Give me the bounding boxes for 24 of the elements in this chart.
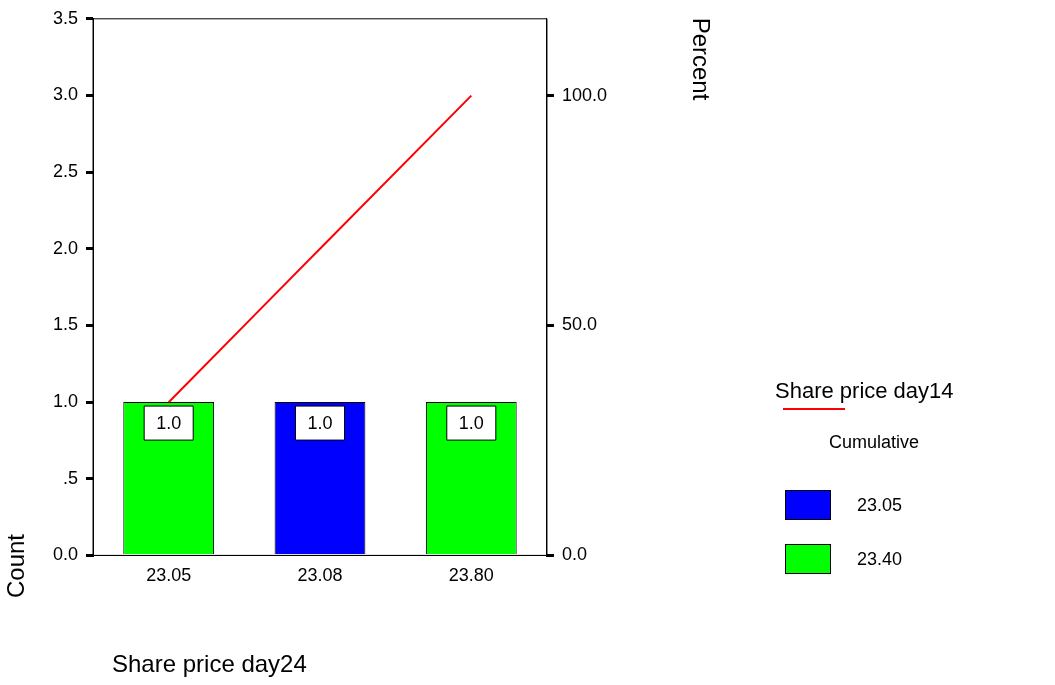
data-label: 1.0 bbox=[156, 413, 182, 434]
x-tick-label: 23.08 bbox=[297, 565, 343, 586]
y-tick-label: 2.5 bbox=[52, 161, 79, 182]
y2-tick-label: 100.0 bbox=[561, 84, 607, 105]
x-tick-label: 23.05 bbox=[146, 565, 192, 586]
legend-label: 23.40 bbox=[857, 548, 903, 570]
y2-tick-label: 50.0 bbox=[561, 314, 597, 335]
y-tick-label: 1.0 bbox=[52, 391, 79, 412]
x-axis-title: Share price day24 bbox=[112, 650, 307, 678]
y-tick-label: 1.5 bbox=[52, 314, 79, 335]
data-label: 1.0 bbox=[458, 413, 484, 434]
text: Cumulative bbox=[829, 432, 920, 453]
y-tick-label: 3.5 bbox=[52, 7, 79, 28]
y-tick-label: 3.0 bbox=[52, 84, 79, 105]
y2-tick-label: 0.0 bbox=[561, 544, 587, 565]
y-tick-label: .5 bbox=[63, 467, 79, 488]
y2-axis-title: Percent bbox=[687, 17, 716, 101]
x-tick-label: 23.80 bbox=[448, 565, 494, 586]
legend-label: 23.05 bbox=[857, 494, 903, 516]
y-axis-title: Count bbox=[2, 533, 30, 599]
y-tick-label: 2.0 bbox=[52, 237, 79, 258]
y-tick-label: 0.0 bbox=[52, 544, 79, 565]
data-label: 1.0 bbox=[307, 413, 333, 434]
legend-title: Share price day14 bbox=[775, 378, 954, 404]
